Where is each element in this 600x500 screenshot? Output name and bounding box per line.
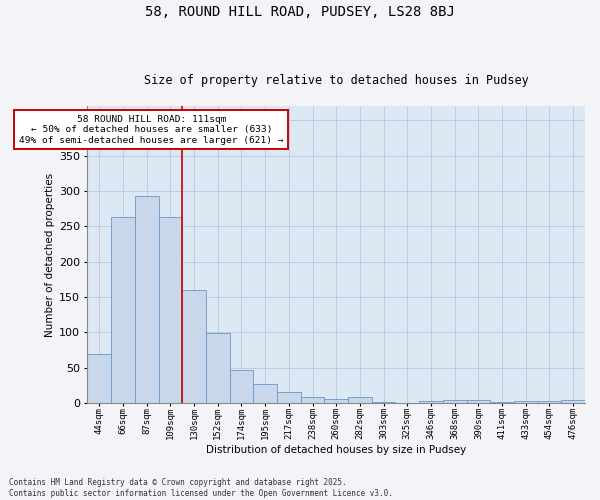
Bar	[206, 333, 230, 403]
Text: Contains HM Land Registry data © Crown copyright and database right 2025.
Contai: Contains HM Land Registry data © Crown c…	[9, 478, 393, 498]
Bar	[277, 392, 301, 403]
Bar	[111, 217, 135, 403]
Bar	[135, 196, 158, 403]
Bar	[467, 400, 490, 403]
Bar	[325, 399, 348, 403]
Text: 58, ROUND HILL ROAD, PUDSEY, LS28 8BJ: 58, ROUND HILL ROAD, PUDSEY, LS28 8BJ	[145, 5, 455, 19]
Bar	[419, 401, 443, 403]
Bar	[158, 217, 182, 403]
Bar	[348, 398, 372, 403]
Text: 58 ROUND HILL ROAD: 111sqm
← 50% of detached houses are smaller (633)
49% of sem: 58 ROUND HILL ROAD: 111sqm ← 50% of deta…	[19, 114, 284, 144]
Y-axis label: Number of detached properties: Number of detached properties	[44, 172, 55, 336]
Bar	[514, 401, 538, 403]
Bar	[182, 290, 206, 403]
Bar	[562, 400, 585, 403]
X-axis label: Distribution of detached houses by size in Pudsey: Distribution of detached houses by size …	[206, 445, 466, 455]
Bar	[372, 402, 395, 403]
Bar	[230, 370, 253, 403]
Bar	[253, 384, 277, 403]
Bar	[443, 400, 467, 403]
Bar	[88, 354, 111, 403]
Title: Size of property relative to detached houses in Pudsey: Size of property relative to detached ho…	[144, 74, 529, 87]
Bar	[490, 402, 514, 403]
Bar	[538, 401, 562, 403]
Bar	[301, 396, 325, 403]
